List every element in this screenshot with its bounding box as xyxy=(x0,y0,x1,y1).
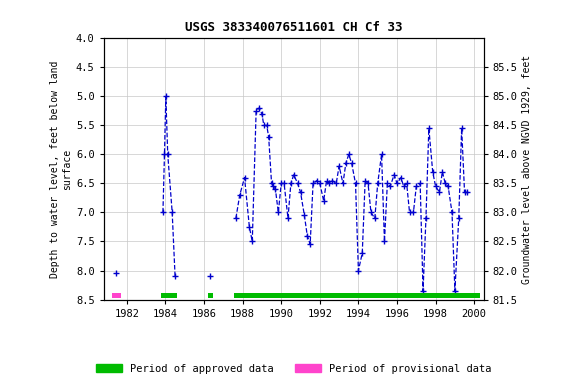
Bar xyxy=(208,293,213,298)
Legend: Period of approved data, Period of provisional data: Period of approved data, Period of provi… xyxy=(92,359,496,378)
Y-axis label: Groundwater level above NGVD 1929, feet: Groundwater level above NGVD 1929, feet xyxy=(522,55,532,283)
Bar xyxy=(234,293,480,298)
Bar xyxy=(112,293,121,298)
Bar xyxy=(161,293,177,298)
Title: USGS 383340076511601 CH Cf 33: USGS 383340076511601 CH Cf 33 xyxy=(185,22,403,35)
Y-axis label: Depth to water level, feet below land
surface: Depth to water level, feet below land su… xyxy=(50,60,72,278)
